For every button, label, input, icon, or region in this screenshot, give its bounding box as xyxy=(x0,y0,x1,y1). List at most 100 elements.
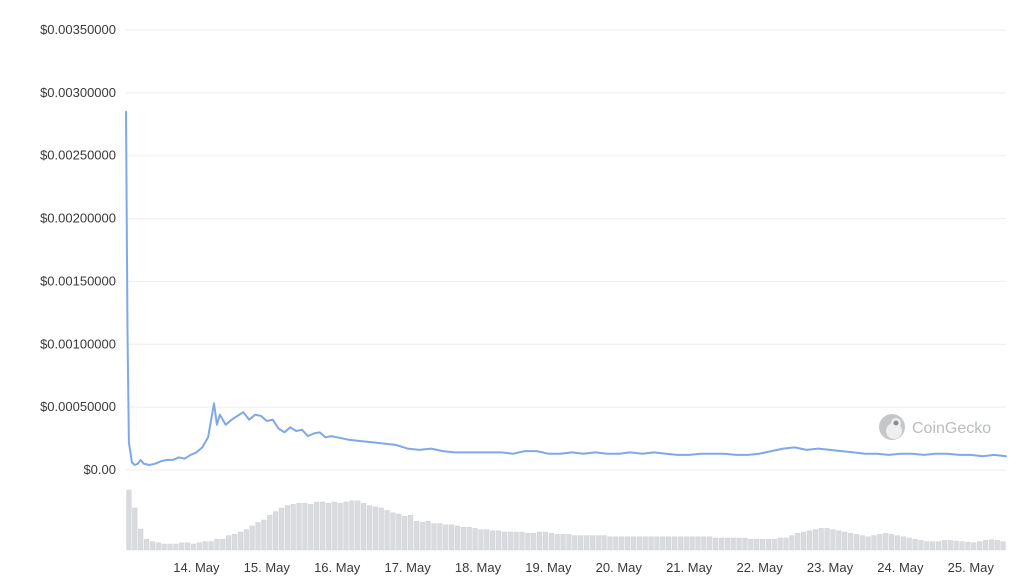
volume-bar xyxy=(338,503,343,550)
volume-bar xyxy=(649,537,654,550)
volume-bar xyxy=(303,503,308,550)
volume-bar xyxy=(754,539,759,550)
volume-bar xyxy=(625,537,630,550)
volume-bar xyxy=(285,506,290,550)
volume-bar xyxy=(948,540,953,550)
volume-bar xyxy=(484,530,489,550)
volume-bar xyxy=(919,540,924,550)
volume-bar xyxy=(426,521,431,550)
y-tick-label: $0.00050000 xyxy=(40,399,116,414)
volume-bar xyxy=(279,508,284,550)
volume-bar xyxy=(578,536,583,550)
volume-bar xyxy=(960,542,965,550)
volume-bar xyxy=(631,537,636,550)
volume-bar xyxy=(502,532,507,550)
y-tick-label: $0.00150000 xyxy=(40,273,116,288)
volume-bar xyxy=(608,537,613,550)
coingecko-watermark: CoinGecko xyxy=(879,414,991,440)
x-tick-label: 15. May xyxy=(244,560,291,575)
volume-bar xyxy=(778,538,783,550)
volume-bar xyxy=(590,536,595,550)
volume-bar xyxy=(238,532,243,550)
volume-bar xyxy=(209,542,214,550)
volume-bar xyxy=(596,536,601,550)
volume-bar xyxy=(907,538,912,550)
x-tick-label: 14. May xyxy=(173,560,220,575)
volume-bar xyxy=(420,522,425,550)
volume-bar xyxy=(977,542,982,550)
volume-bar xyxy=(901,537,906,550)
volume-bar xyxy=(831,530,836,550)
x-tick-label: 22. May xyxy=(736,560,783,575)
volume-bar xyxy=(719,538,724,550)
volume-bar xyxy=(748,539,753,550)
volume-bar xyxy=(520,532,525,550)
volume-bar xyxy=(895,536,900,550)
x-tick-label: 20. May xyxy=(596,560,643,575)
volume-bar xyxy=(526,533,531,550)
x-tick-label: 21. May xyxy=(666,560,713,575)
price-line xyxy=(126,112,1006,465)
watermark-text: CoinGecko xyxy=(912,420,991,437)
volume-bar xyxy=(197,543,202,550)
volume-bar xyxy=(250,526,255,550)
volume-bar xyxy=(842,532,847,550)
volume-bar xyxy=(860,536,865,550)
volume-bar xyxy=(819,528,824,550)
volume-bar xyxy=(297,503,302,550)
volume-bar xyxy=(760,539,765,550)
volume-bar xyxy=(807,531,812,550)
y-tick-label: $0.00350000 xyxy=(40,22,116,37)
volume-bar xyxy=(696,537,701,550)
volume-bar xyxy=(772,539,777,550)
x-tick-label: 18. May xyxy=(455,560,502,575)
volume-bar xyxy=(402,516,407,550)
volume-bar xyxy=(350,501,355,550)
x-tick-label: 23. May xyxy=(807,560,854,575)
volume-bar xyxy=(825,528,830,550)
volume-bar xyxy=(643,537,648,550)
volume-bar xyxy=(555,534,560,550)
volume-bar xyxy=(883,533,888,550)
volume-bar xyxy=(326,503,331,550)
y-tick-label: $0.00 xyxy=(83,462,116,477)
volume-bar xyxy=(889,534,894,550)
volume-bar xyxy=(684,537,689,550)
volume-bar xyxy=(707,537,712,550)
volume-bar xyxy=(543,532,548,550)
volume-bar xyxy=(203,542,208,550)
volume-bar xyxy=(461,527,466,550)
volume-bar xyxy=(132,508,137,550)
y-tick-label: $0.00250000 xyxy=(40,148,116,163)
volume-bar xyxy=(678,537,683,550)
volume-bar xyxy=(731,538,736,550)
volume-bar xyxy=(602,536,607,550)
volume-bar xyxy=(584,536,589,550)
volume-bar xyxy=(367,506,372,550)
volume-bar xyxy=(179,543,184,550)
x-tick-label: 25. May xyxy=(948,560,995,575)
x-tick-label: 19. May xyxy=(525,560,572,575)
volume-bar xyxy=(848,533,853,550)
x-tick-label: 16. May xyxy=(314,560,361,575)
x-tick-label: 24. May xyxy=(877,560,924,575)
volume-bar xyxy=(162,544,167,550)
volume-bar xyxy=(267,515,272,550)
volume-bar xyxy=(913,539,918,550)
volume-bar xyxy=(156,543,161,550)
volume-bar xyxy=(256,522,261,550)
price-chart: $0.00$0.00050000$0.00100000$0.00150000$0… xyxy=(0,0,1024,580)
volume-bar xyxy=(713,538,718,550)
volume-bar xyxy=(220,539,225,550)
volume-bar xyxy=(314,502,319,550)
volume-bar xyxy=(637,537,642,550)
volume-bar xyxy=(174,544,179,550)
y-tick-label: $0.00200000 xyxy=(40,211,116,226)
volume-bar xyxy=(866,537,871,550)
volume-bar xyxy=(244,530,249,550)
volume-bar xyxy=(854,534,859,550)
volume-bar xyxy=(995,540,1000,550)
volume-bar xyxy=(930,542,935,550)
volume-bar xyxy=(790,536,795,550)
volume-bar xyxy=(391,513,396,550)
